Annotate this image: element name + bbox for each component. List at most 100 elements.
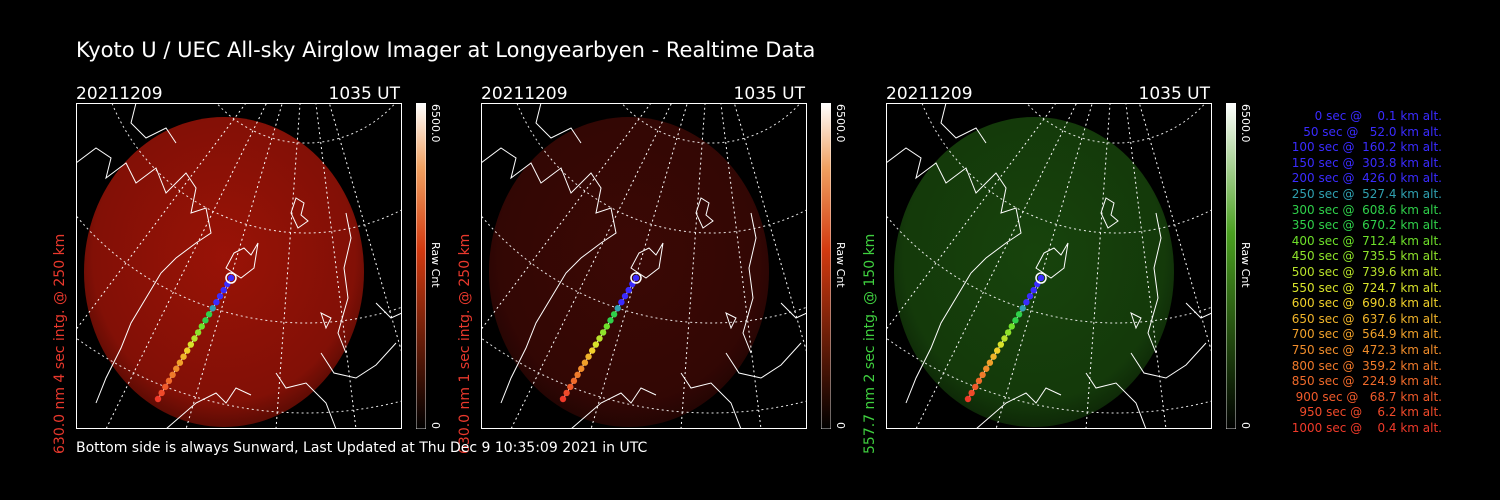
trajectory-point <box>621 292 629 300</box>
legend-item: 850 sec @ 224.9 km alt. <box>1287 374 1442 389</box>
panel-time: 1035 UT <box>733 84 806 104</box>
trajectory-point <box>997 341 1005 348</box>
trajectory-point <box>610 311 618 318</box>
trajectory-point <box>176 359 184 366</box>
trajectory-point <box>570 377 578 385</box>
trajectory-point <box>614 305 621 312</box>
trajectory-point <box>567 383 574 391</box>
legend-item: 500 sec @ 739.6 km alt. <box>1287 264 1442 279</box>
allsky-map <box>481 103 807 429</box>
panel-wavelength-label: 557.7 nm 2 sec intg. @ 150 km <box>862 233 878 454</box>
legend-item: 650 sec @ 637.6 km alt. <box>1287 311 1442 326</box>
legend-item: 150 sec @ 303.8 km alt. <box>1287 155 1442 170</box>
panel-wavelength-label: 630.0 nm 1 sec intg. @ 250 km <box>457 233 473 454</box>
trajectory-point <box>979 371 986 378</box>
footer-status: Bottom side is always Sunward, Last Upda… <box>76 440 648 456</box>
trajectory-point <box>169 371 176 378</box>
trajectory-point <box>607 317 614 324</box>
legend-item: 700 sec @ 564.9 km alt. <box>1287 327 1442 342</box>
trajectory-point <box>578 365 585 372</box>
panel-wavelength-label: 630.0 nm 4 sec intg. @ 250 km <box>52 233 68 454</box>
colorbar-unit-label: Raw Cnt <box>1239 242 1252 288</box>
trajectory-point <box>187 341 195 348</box>
trajectory-point <box>1015 311 1023 318</box>
trajectory-point <box>173 365 180 372</box>
trajectory-point <box>585 353 592 360</box>
trajectory-point <box>216 292 224 300</box>
legend-item: 750 sec @ 472.3 km alt. <box>1287 342 1442 357</box>
trajectory-point <box>625 286 632 294</box>
legend-item: 950 sec @ 6.2 km alt. <box>1295 405 1442 420</box>
colorbar-unit-label: Raw Cnt <box>429 242 442 288</box>
legend-item: 100 sec @ 160.2 km alt. <box>1287 140 1442 155</box>
legend-item: 200 sec @ 426.0 km alt. <box>1287 171 1442 186</box>
allsky-map <box>76 103 402 429</box>
allsky-map <box>886 103 1212 429</box>
trajectory-point <box>205 311 213 318</box>
legend-item: 50 sec @ 52.0 km alt. <box>1295 124 1442 139</box>
trajectory-point <box>158 389 165 397</box>
trajectory-point <box>1008 323 1015 330</box>
trajectory-point <box>162 383 169 391</box>
trajectory-point <box>632 274 640 282</box>
trajectory-point <box>589 347 596 354</box>
trajectory-point <box>563 389 570 397</box>
colorbar-max-label: 6500.0 <box>834 104 847 143</box>
panel-date: 20211209 <box>886 84 973 104</box>
panel-time: 1035 UT <box>1138 84 1211 104</box>
trajectory-point <box>1026 292 1034 300</box>
trajectory-point <box>1012 317 1019 324</box>
trajectory-point <box>194 329 202 336</box>
legend-item: 800 sec @ 359.2 km alt. <box>1287 358 1442 373</box>
colorbar <box>1226 103 1236 429</box>
page-title: Kyoto U / UEC All-sky Airglow Imager at … <box>76 38 816 62</box>
panel-1: 20211209 1035 UT 630.0 nm 4 sec intg. @ … <box>52 84 466 454</box>
colorbar-unit-label: Raw Cnt <box>834 242 847 288</box>
legend-item: 900 sec @ 68.7 km alt. <box>1291 389 1442 404</box>
trajectory-point <box>618 299 625 306</box>
trajectory-point <box>972 383 979 391</box>
panel-3: 20211209 1035 UT 557.7 nm 2 sec intg. @ … <box>862 84 1276 454</box>
colorbar-min-label: 0 <box>834 422 847 429</box>
trajectory-point <box>983 365 990 372</box>
panel-2: 20211209 1035 UT 630.0 nm 1 sec intg. @ … <box>457 84 871 454</box>
legend-item: 550 sec @ 724.7 km alt. <box>1287 280 1442 295</box>
trajectory-point <box>592 341 600 348</box>
trajectory-point <box>180 353 187 360</box>
trajectory-point <box>227 274 235 282</box>
panel-date: 20211209 <box>481 84 568 104</box>
trajectory-point <box>986 359 994 366</box>
trajectory-point <box>574 371 581 378</box>
trajectory-point <box>603 323 610 330</box>
trajectory-point <box>213 299 220 306</box>
trajectory-point <box>1004 329 1012 336</box>
trajectory-point <box>1030 286 1037 294</box>
trajectory-point <box>202 317 209 324</box>
colorbar <box>416 103 426 429</box>
legend-item: 0 sec @ 0.1 km alt. <box>1303 109 1442 123</box>
colorbar-max-label: 6500.0 <box>429 104 442 143</box>
trajectory-point <box>559 395 567 403</box>
trajectory-point <box>994 347 1001 354</box>
trajectory-point <box>968 389 975 397</box>
panel-date: 20211209 <box>76 84 163 104</box>
colorbar <box>821 103 831 429</box>
trajectory-point <box>191 335 198 342</box>
legend-item: 250 sec @ 527.4 km alt. <box>1287 186 1442 201</box>
trajectory-point <box>198 323 205 330</box>
panel-time: 1035 UT <box>328 84 401 104</box>
legend-item: 1000 sec @ 0.4 km alt. <box>1291 420 1442 435</box>
legend-item: 350 sec @ 670.2 km alt. <box>1287 218 1442 233</box>
trajectory-point <box>1019 305 1026 312</box>
trajectory-point <box>599 329 607 336</box>
legend-item: 300 sec @ 608.6 km alt. <box>1287 202 1442 217</box>
trajectory-point <box>165 377 173 385</box>
trajectory-point <box>1023 299 1030 306</box>
trajectory-point <box>990 353 997 360</box>
trajectory-legend: 0 sec @ 0.1 km alt. 50 sec @ 52.0 km alt… <box>1262 109 1442 436</box>
trajectory-point <box>581 359 589 366</box>
colorbar-min-label: 0 <box>1239 422 1252 429</box>
trajectory-point <box>220 286 227 294</box>
trajectory-point <box>1001 335 1008 342</box>
trajectory-point <box>184 347 191 354</box>
